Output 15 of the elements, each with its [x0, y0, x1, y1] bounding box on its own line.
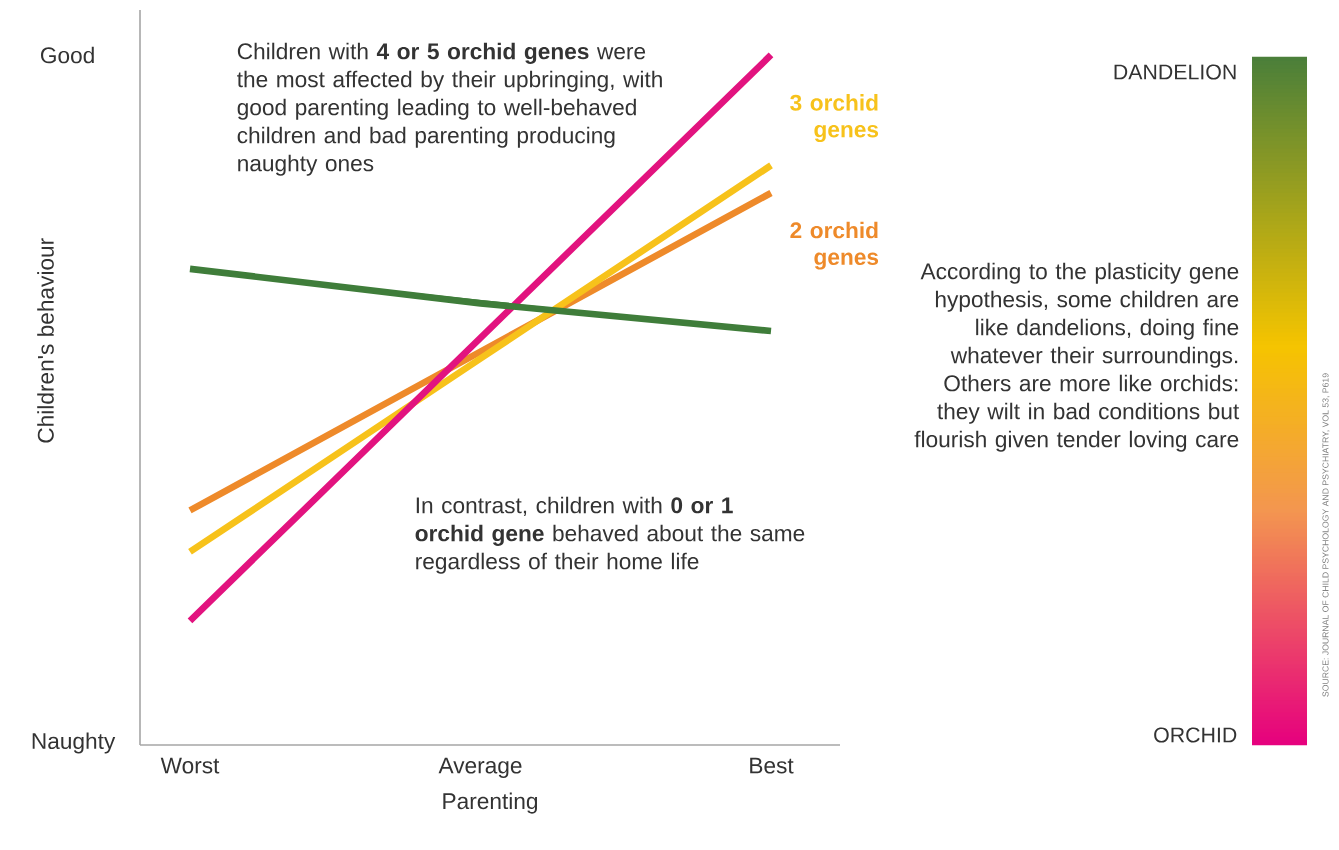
source-note: SOURCE: JOURNAL OF CHILD PSYCHOLOGY AND PSYCHIATRY, VOL 53, P619 [1322, 373, 1330, 697]
text: DANDELION [1114, 64, 1236, 80]
text: Good [40, 46, 94, 64]
x-tick-label: Best [750, 757, 794, 774]
y-axis-title: Children's behaviour [37, 238, 54, 443]
series-label: 2 orchid genes [790, 221, 879, 270]
x-tick-label: Worst [160, 757, 220, 774]
x-axis-title: Parenting [443, 792, 538, 814]
x-tick-label: Average [438, 757, 522, 779]
annotation: Children with 4 or 5 orchid genes were the most affected by their upbringing, with good parenting leading to well-behaved children and bad parenting producing naughty ones [237, 42, 662, 176]
text: In contrast, children with 0 or 1 orchid gene behaved about the same regardless of their home life [415, 496, 805, 574]
text: ORCHID [1154, 727, 1237, 743]
series-label: 3 orchid genes [790, 94, 879, 143]
text: Naughty [32, 732, 116, 754]
text: According to the plasticity gene hypothesis, some children are like dandelions, doing fine whatever their surroundings. Others are more like orchids: they wilt in bad conditions but flourish given tender loving care [914, 262, 1240, 452]
